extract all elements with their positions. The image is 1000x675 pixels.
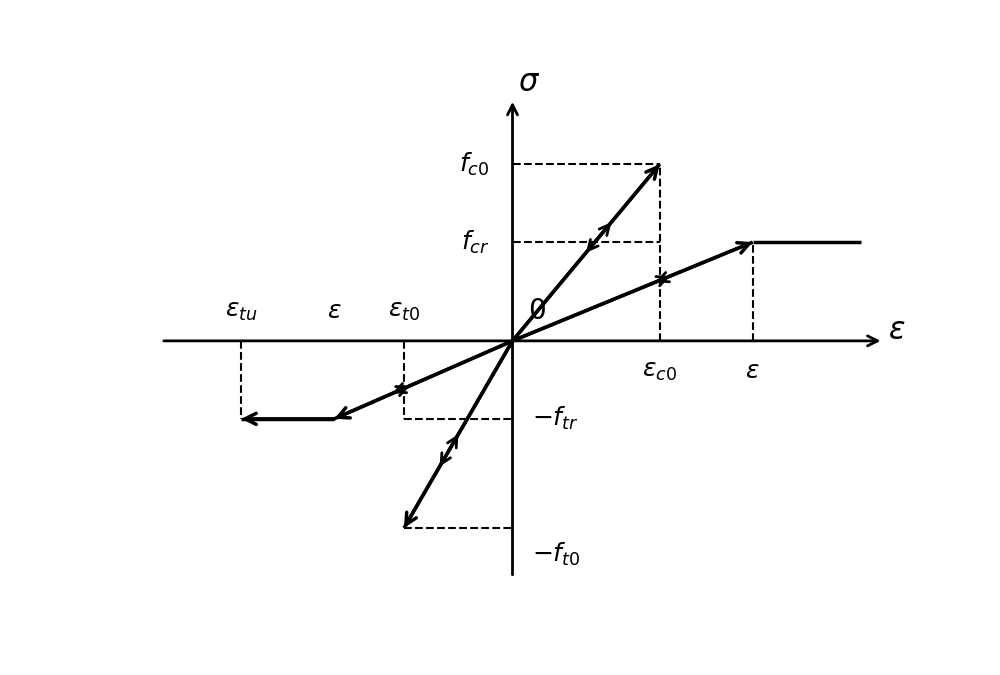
Text: $\varepsilon_{tu}$: $\varepsilon_{tu}$ [225, 298, 258, 323]
Text: $-f_{tr}$: $-f_{tr}$ [532, 405, 579, 433]
Text: $\varepsilon$: $\varepsilon$ [327, 298, 342, 323]
Text: $-f_{t0}$: $-f_{t0}$ [532, 541, 580, 568]
Text: $\varepsilon_{c0}$: $\varepsilon_{c0}$ [642, 359, 677, 383]
Text: σ: σ [518, 68, 538, 97]
Text: $\varepsilon_{t0}$: $\varepsilon_{t0}$ [388, 298, 420, 323]
Text: $f_{cr}$: $f_{cr}$ [461, 229, 489, 256]
Text: 0: 0 [528, 297, 546, 325]
Text: $\varepsilon$: $\varepsilon$ [745, 359, 760, 383]
Text: ε: ε [888, 316, 905, 345]
Text: $f_{c0}$: $f_{c0}$ [459, 151, 489, 178]
